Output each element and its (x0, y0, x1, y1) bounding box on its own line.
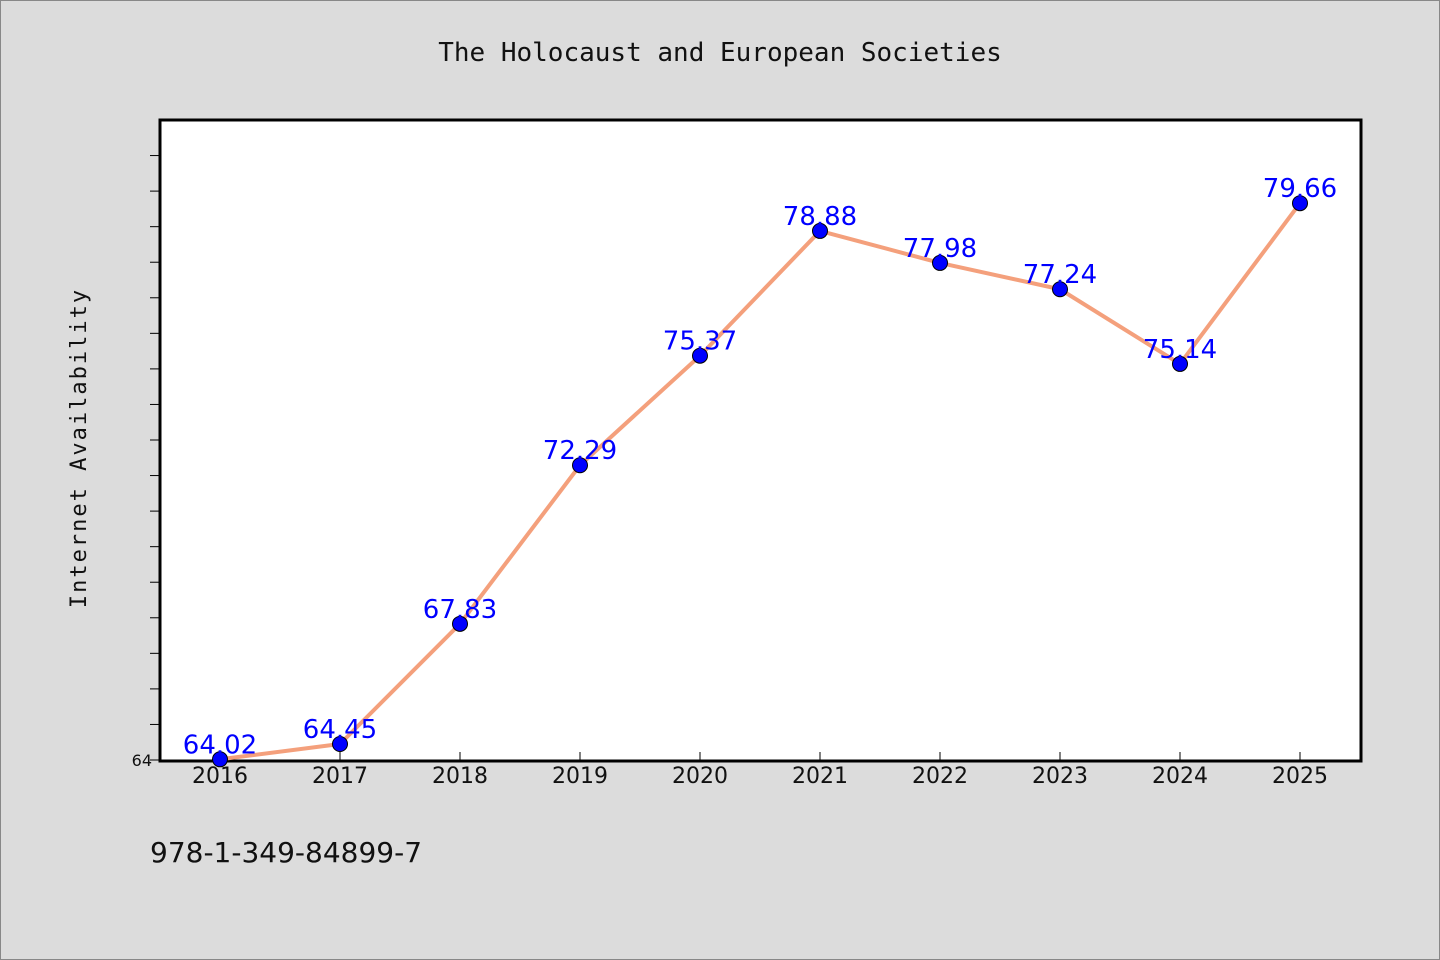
isbn-footer: 978-1-349-84899-7 (150, 836, 422, 869)
x-tick-label: 2021 (792, 764, 848, 789)
x-tick-label: 2024 (1152, 764, 1208, 789)
data-label: 78.88 (783, 202, 857, 232)
y-tick-label: 64 (132, 751, 152, 770)
x-tick-label: 2020 (672, 764, 728, 789)
data-point (1292, 195, 1308, 212)
x-tick-label: 2022 (912, 764, 968, 789)
x-tick-label: 2019 (552, 764, 608, 789)
data-label: 64.45 (303, 715, 377, 745)
data-labels: 64.02 64.45 67.83 72.29 75.37 78.88 77.98 77.24… (183, 174, 1337, 760)
data-label: 79.66 (1263, 174, 1337, 204)
x-tick-label: 2025 (1272, 764, 1328, 789)
data-point (692, 347, 708, 364)
data-label: 72.29 (543, 436, 617, 466)
y-axis-label: Internet Availability (67, 288, 92, 608)
x-tick-label: 2017 (312, 764, 368, 789)
data-label: 75.14 (1143, 335, 1217, 365)
data-points (212, 195, 1308, 768)
data-point (812, 222, 828, 239)
series-line-layer (219, 202, 1302, 762)
data-label: 67.83 (423, 595, 497, 625)
data-point (332, 736, 348, 752)
chart-title: The Holocaust and European Societies (438, 38, 1002, 68)
data-label: 77.98 (903, 234, 977, 264)
data-point (1052, 281, 1068, 298)
series-line (219, 202, 1302, 762)
x-tick-label: 2016 (192, 764, 248, 789)
x-tick-label: 2023 (1032, 764, 1088, 789)
data-label: 64.02 (183, 730, 257, 760)
data-label: 75.37 (663, 327, 737, 357)
axis-ticks: 64 2016 2017 2018 2019 2020 2021 2022 2023 2024 20… (132, 155, 1328, 789)
data-point (932, 254, 948, 271)
data-point (452, 615, 468, 632)
data-point (212, 751, 228, 768)
data-label: 77.24 (1023, 260, 1097, 290)
data-point (1172, 355, 1188, 372)
data-point (572, 457, 588, 474)
plot-area (158, 118, 1363, 763)
x-tick-label: 2018 (432, 764, 488, 789)
